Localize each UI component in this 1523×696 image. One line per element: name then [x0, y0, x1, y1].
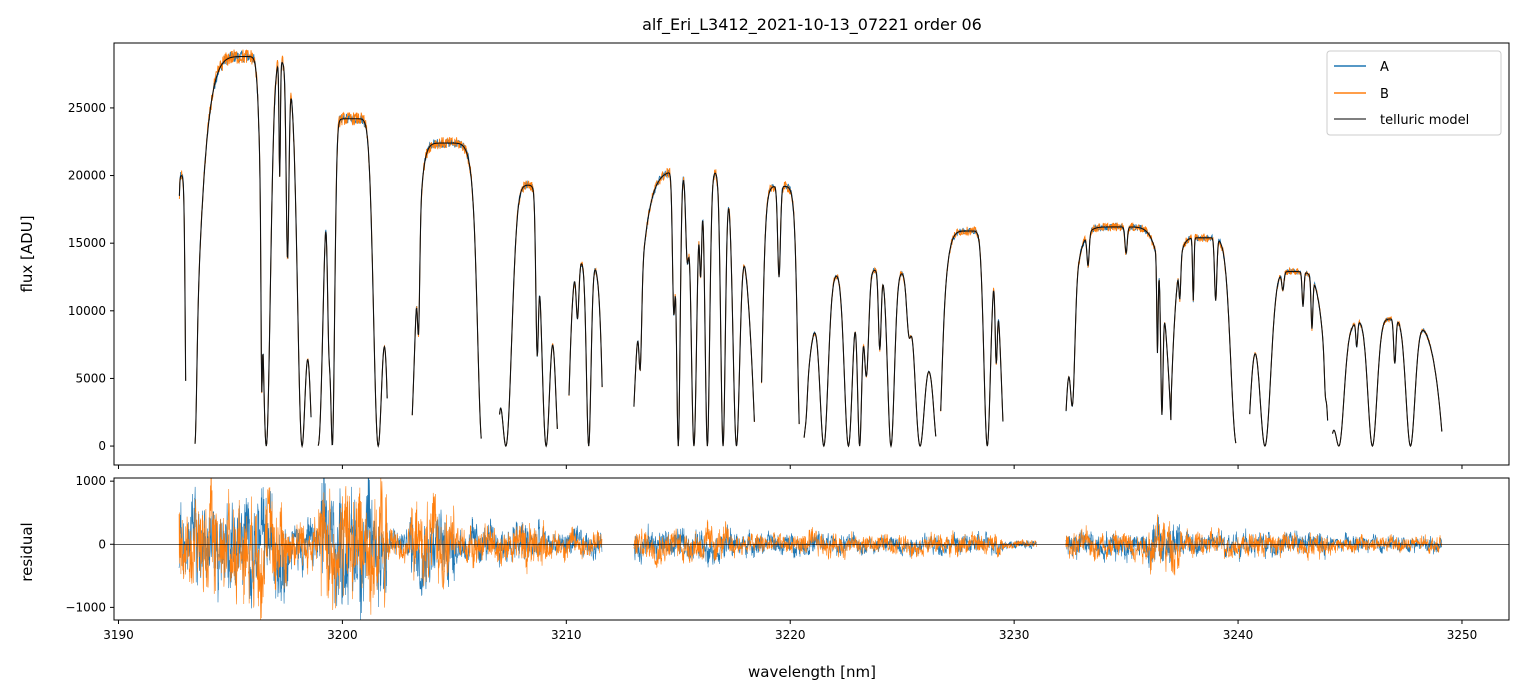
residual-y-tick-label: 1000: [75, 474, 106, 488]
legend-label-b: B: [1380, 87, 1389, 102]
flux-y-tick-label: 0: [98, 439, 106, 453]
residual-x-ticks: 3190 3200 3210 3220 3230 3240 3250: [103, 620, 1477, 642]
residual-y-tick-label: −1000: [65, 600, 106, 614]
residual-x-tick-label: 3200: [327, 628, 358, 642]
x-axis-label: wavelength [nm]: [748, 663, 876, 681]
legend-box: [1326, 50, 1502, 136]
residual-x-tick-label: 3220: [775, 628, 806, 642]
residual-x-tick-label: 3250: [1447, 628, 1478, 642]
flux-axes-frame: [113, 42, 1510, 466]
flux-axes: 0 5000 10000 15000 20000 25000 flux [ADU] A B…: [18, 42, 1510, 469]
legend-label-a: A: [1380, 60, 1389, 75]
flux-series-telluric-model: [178, 55, 1443, 449]
flux-plot-area: [114, 43, 1509, 465]
residual-y-tick-label: 0: [98, 537, 106, 551]
flux-y-tick-label: 5000: [75, 371, 106, 385]
residual-x-tick-label: 3210: [551, 628, 582, 642]
flux-y-ticks: 0 5000 10000 15000 20000 25000: [68, 101, 114, 453]
legend: A B telluric model: [1326, 50, 1502, 136]
residual-y-ticks: −1000 0 1000: [65, 474, 114, 614]
flux-y-tick-label: 15000: [68, 236, 106, 250]
flux-y-tick-label: 10000: [68, 304, 106, 318]
residual-y-axis-label: residual: [18, 522, 36, 581]
residual-x-tick-label: 3190: [103, 628, 134, 642]
flux-y-axis-label: flux [ADU]: [18, 215, 36, 292]
legend-label-telluric: telluric model: [1380, 113, 1469, 128]
residual-x-tick-label: 3240: [1223, 628, 1254, 642]
residual-axes-frame: [113, 477, 1510, 621]
flux-y-tick-label: 25000: [68, 101, 106, 115]
flux-y-tick-label: 20000: [68, 169, 106, 183]
residual-x-tick-label: 3230: [999, 628, 1030, 642]
chart-title: alf_Eri_L3412_2021-10-13_07221 order 06: [642, 15, 982, 35]
flux-x-ticks: [117, 465, 1463, 469]
flux-series-group: [178, 49, 1443, 449]
